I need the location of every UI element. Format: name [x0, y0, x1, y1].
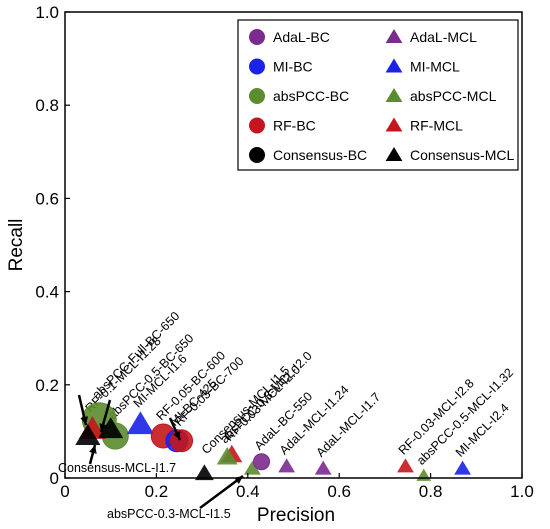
legend-label: Consensus-BC — [273, 147, 367, 163]
legend-marker — [249, 117, 265, 134]
x-tick-label: 0.2 — [145, 482, 169, 501]
axes: 0 0.2 0.4 0.6 0.8 1.0 0 0.2 0.4 0.6 0.8 1.0 Precisio… — [6, 3, 534, 526]
data-point-adal-mcl — [314, 460, 332, 475]
y-tick-label: 0.2 — [35, 376, 59, 395]
y-tick-label: 0.4 — [35, 283, 59, 302]
annotation-arrowhead — [99, 423, 107, 432]
x-tick-label: 0.8 — [419, 482, 443, 501]
annotation-arrowhead — [173, 431, 181, 440]
annotation-arrowhead — [234, 476, 243, 484]
x-tick-label: 0.6 — [327, 482, 351, 501]
legend-marker — [385, 117, 403, 132]
legend-marker — [385, 58, 403, 73]
y-tick-label: 0.6 — [35, 189, 59, 208]
legend-label: AdaL-MCL — [410, 29, 477, 45]
data-point-consensus-mcl — [98, 417, 124, 439]
legend-label: absPCC-MCL — [410, 88, 497, 104]
legend-marker — [385, 29, 403, 43]
legend-marker — [385, 88, 403, 102]
data-point-consensus-mcl — [194, 464, 214, 481]
data-point-mi-mcl — [454, 460, 471, 475]
legend-label: RF-MCL — [410, 118, 463, 134]
annotation-label: absPCC-0.3-MCL-I1.5 — [107, 507, 231, 521]
data-point-adal-bc — [253, 453, 271, 471]
annotation-arrowhead — [89, 445, 97, 454]
legend-label: MI-MCL — [410, 59, 460, 75]
legend-marker — [249, 88, 265, 104]
data-point-rf-mcl — [397, 458, 414, 473]
annotation-arrow — [199, 474, 244, 510]
legend-marker — [385, 147, 403, 161]
legend-marker — [249, 147, 265, 163]
x-axis-label: Precision — [257, 505, 335, 526]
legend-label: AdaL-BC — [273, 29, 330, 45]
legend-marker — [249, 29, 265, 45]
annotation-label: Consensus-MCL-I1.7 — [58, 461, 176, 475]
data-point-adal-mcl — [278, 458, 296, 473]
x-tick-label: 0.4 — [236, 482, 260, 501]
y-tick-label: 1.0 — [35, 3, 59, 22]
legend-box — [237, 19, 519, 171]
data-point-rf-bc — [170, 429, 194, 453]
data-point-consensus-mcl — [75, 424, 101, 446]
legend-label: Consensus-MCL — [410, 147, 514, 163]
y-tick-label: 0 — [50, 469, 59, 488]
data-point-mi-mcl — [126, 411, 155, 435]
x-tick-label: 0 — [60, 482, 69, 501]
legend-label: absPCC-BC — [273, 88, 349, 104]
data-point-abspcc-mcl — [416, 468, 432, 481]
y-tick-label: 0.8 — [35, 96, 59, 115]
data-point-abspcc-mcl — [243, 460, 261, 475]
legend: AdaL-BC AdaL-MCL MI-BC MI-MCL absPCC-BC absPC… — [237, 19, 519, 171]
point-labels: absPCC-Full-BC-650absPCC-0.5-BC-650RF-0.… — [83, 309, 517, 468]
legend-label: MI-BC — [273, 59, 313, 75]
legend-label: RF-BC — [273, 118, 316, 134]
y-axis-label: Recall — [6, 219, 27, 272]
data-point-abspcc-mcl — [216, 447, 238, 465]
x-tick-label: 1.0 — [510, 482, 534, 501]
plot-frame — [64, 11, 523, 479]
annotation-arrowhead — [80, 416, 88, 425]
legend-marker — [249, 58, 265, 75]
